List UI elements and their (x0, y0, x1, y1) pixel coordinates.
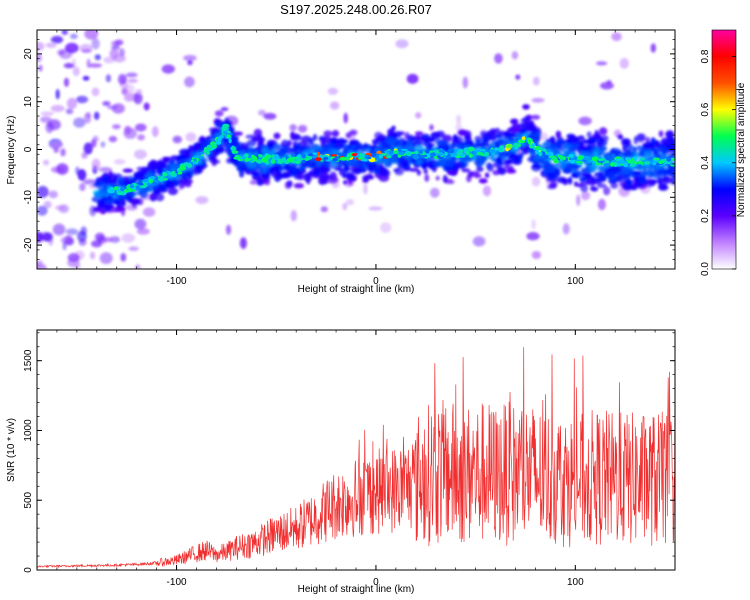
x-tick-label: 100 (567, 276, 584, 287)
colorbar-label: Normalized spectral amplitude (736, 82, 747, 217)
y-tick-label: 500 (23, 491, 34, 508)
y-tick-label: -10 (23, 190, 34, 205)
colorbar-gradient (712, 30, 736, 269)
x-tick-label: -100 (167, 577, 187, 588)
snr-plot-area (37, 330, 675, 570)
x-tick-label: 0 (373, 276, 379, 287)
x-tick-label: 0 (373, 577, 379, 588)
y-tick-label: 1000 (23, 419, 34, 442)
y-tick-label: 20 (23, 48, 34, 60)
y-tick-label: 10 (23, 96, 34, 108)
spectrogram-heatmap (37, 30, 675, 269)
snr-xlabel: Height of straight line (km) (298, 584, 415, 595)
x-tick-label: -100 (167, 276, 187, 287)
x-tick-label: 100 (567, 577, 584, 588)
spectrogram-xlabel: Height of straight line (km) (298, 284, 415, 295)
y-tick-label: 0 (23, 567, 34, 573)
colorbar-tick-label: 0.6 (700, 102, 711, 116)
snr-ylabel: SNR (10 * v/v) (6, 418, 17, 482)
colorbar-tick-label: 0.0 (700, 262, 711, 276)
spectrogram-ridge (107, 123, 675, 197)
colorbar-tick-label: 0.2 (700, 209, 711, 223)
y-tick-label: 0 (23, 146, 34, 152)
y-tick-label: 1500 (23, 349, 34, 372)
colorbar-ticks: 0.0 0.2 0.4 0.6 0.8 (700, 49, 736, 276)
snr-series-line (37, 347, 675, 569)
colorbar-tick-label: 0.4 (700, 155, 711, 169)
colorbar: 0.0 0.2 0.4 0.6 0.8 Normalized spectral ampl… (700, 29, 747, 276)
y-tick-label: -20 (23, 237, 34, 252)
colorbar-tick-label: 0.8 (700, 49, 711, 63)
colorbar-frame (711, 29, 737, 270)
spectrogram-ylabel: Frequency (Hz) (6, 116, 17, 185)
figure-title: S197.2025.248.00.26.R07 (280, 2, 432, 17)
